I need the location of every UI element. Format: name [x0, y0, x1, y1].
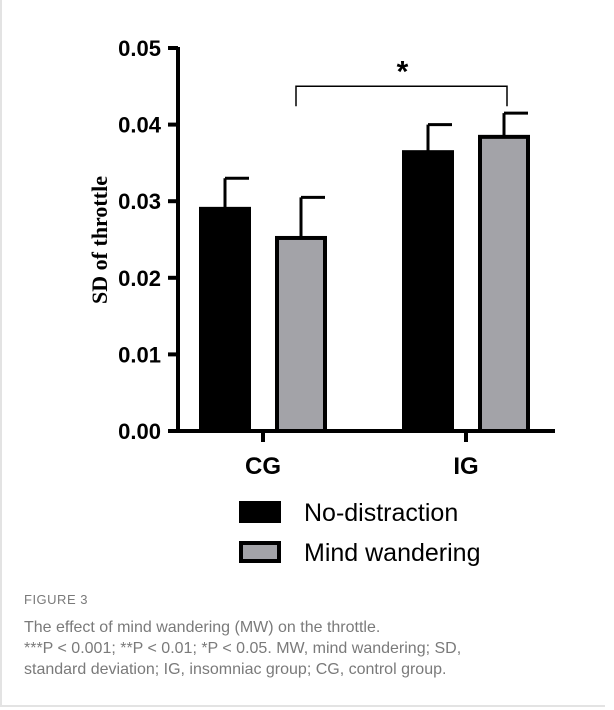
- y-tick-label: 0.00: [118, 419, 161, 444]
- y-tick-label: 0.04: [118, 113, 162, 138]
- y-axis-label: SD of throttle: [87, 176, 112, 304]
- bar: [199, 206, 251, 433]
- bar-chart: SD of throttle 0.00 0.01 0.02 0.03 0.04 0.05 C…: [87, 36, 555, 567]
- caption-line-2: ***P < 0.001; **P < 0.01; *P < 0.05. MW,…: [24, 640, 462, 657]
- bar: [478, 134, 530, 434]
- caption-line-3: standard deviation; IG, insomniac group;…: [24, 661, 447, 678]
- y-tick-label: 0.02: [118, 266, 161, 291]
- legend-label: Mind wandering: [304, 539, 481, 567]
- y-tick-label: 0.01: [118, 342, 161, 367]
- x-tick-label: CG: [245, 453, 281, 480]
- y-tick-label: 0.05: [118, 36, 161, 61]
- bar: [275, 235, 327, 433]
- figure-label: FIGURE 3: [24, 592, 88, 607]
- legend-label: No-distraction: [304, 499, 458, 527]
- bar: [402, 150, 454, 433]
- caption-line-1: The effect of mind wandering (MW) on the…: [24, 619, 381, 636]
- legend-swatch: [239, 501, 281, 523]
- legend-swatch: [239, 541, 281, 563]
- significance-marker: *: [397, 55, 409, 88]
- figure-caption: FIGURE 3 The effect of mind wandering (M…: [24, 592, 599, 680]
- y-tick-label: 0.03: [118, 189, 161, 214]
- significance-bracket: [295, 85, 508, 107]
- x-tick-label: IG: [453, 453, 478, 480]
